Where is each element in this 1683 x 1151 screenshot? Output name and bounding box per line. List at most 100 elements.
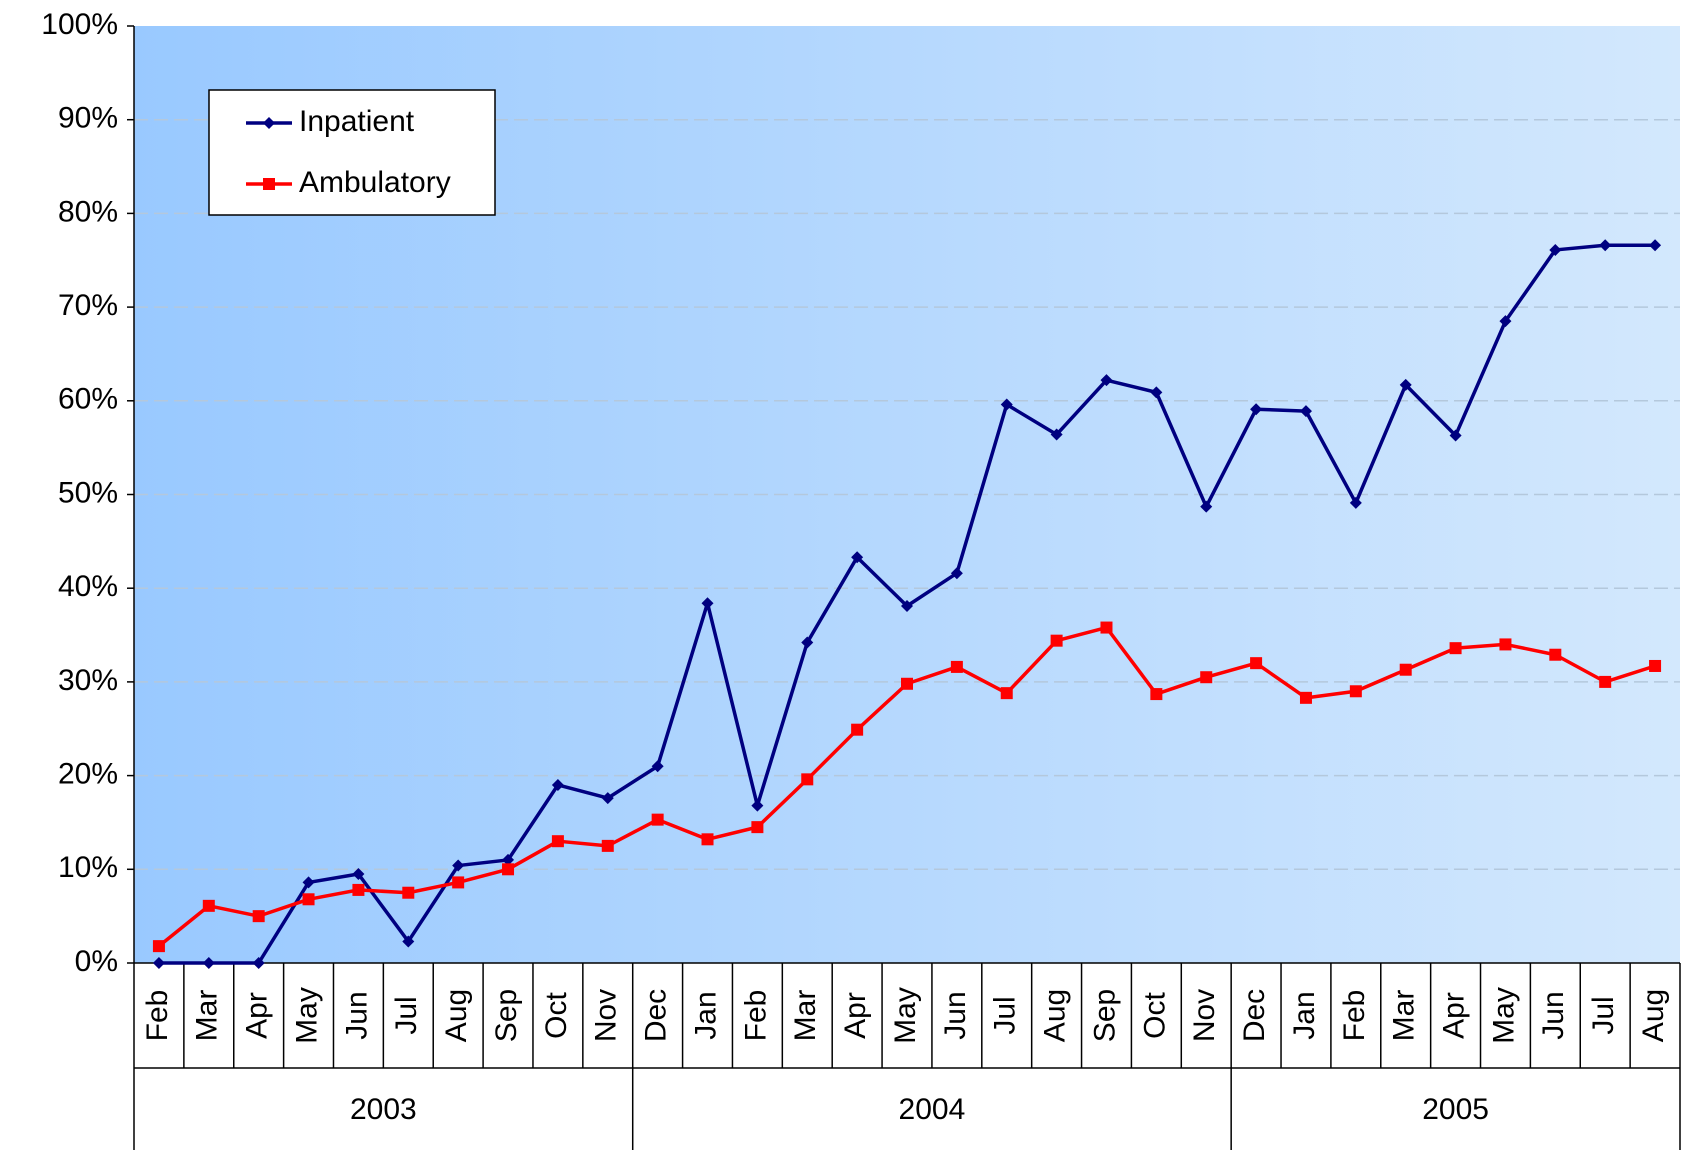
- point: [1200, 671, 1213, 684]
- y-tick-label: 70%: [58, 289, 118, 322]
- point: [1100, 621, 1113, 634]
- y-tick-label: 50%: [58, 476, 118, 509]
- x-tick-label: Mar: [1388, 990, 1421, 1042]
- point: [1599, 675, 1612, 688]
- x-tick-label: Jul: [989, 996, 1022, 1034]
- x-tick-label: Nov: [590, 989, 623, 1042]
- point: [651, 813, 664, 826]
- x-tick-label: Feb: [1338, 990, 1371, 1042]
- group-label: 2004: [899, 1093, 966, 1126]
- x-tick-label: Apr: [839, 992, 872, 1039]
- x-tick-label: Jun: [939, 991, 972, 1039]
- point: [502, 853, 515, 866]
- point: [1499, 638, 1512, 651]
- point: [1000, 687, 1013, 700]
- point: [751, 821, 764, 834]
- point: [551, 835, 564, 848]
- x-tick-label: Oct: [540, 992, 573, 1039]
- point: [252, 957, 265, 969]
- x-tick-label: Sep: [490, 989, 523, 1042]
- point: [551, 778, 564, 791]
- point: [202, 957, 215, 969]
- x-tick-label: Apr: [241, 992, 274, 1039]
- point: [1449, 642, 1462, 655]
- y-tick-label: 40%: [58, 570, 118, 603]
- point: [1399, 378, 1412, 391]
- x-tick-label: Jul: [1587, 996, 1620, 1034]
- point: [950, 660, 963, 673]
- point: [901, 600, 913, 613]
- point: [452, 876, 465, 889]
- point: [1250, 657, 1263, 670]
- x-tick-label: May: [1487, 987, 1520, 1044]
- point: [1299, 691, 1312, 704]
- y-tick-label: 10%: [58, 851, 118, 884]
- y-tick-label: 20%: [58, 758, 118, 791]
- point: [901, 677, 913, 690]
- point: [1050, 428, 1063, 441]
- point: [1349, 496, 1362, 509]
- point: [1549, 648, 1562, 661]
- x-tick-label: Jun: [340, 991, 373, 1039]
- point: [1100, 374, 1113, 387]
- point: [402, 886, 415, 899]
- point: [1000, 398, 1013, 411]
- point: [601, 792, 614, 805]
- point: [152, 940, 165, 953]
- point: [152, 957, 165, 969]
- point: [302, 893, 315, 906]
- point: [1649, 239, 1662, 252]
- point: [1299, 405, 1312, 418]
- point: [1549, 243, 1562, 256]
- x-tick-label: Dec: [1238, 989, 1271, 1042]
- point: [1050, 634, 1063, 647]
- x-tick-label: Aug: [1039, 989, 1072, 1042]
- x-tick-label: Jun: [1537, 991, 1570, 1039]
- legend-box: [208, 89, 496, 216]
- x-tick-label: Jul: [390, 996, 423, 1034]
- x-tick-label: Aug: [440, 989, 473, 1042]
- x-tick-label: May: [889, 987, 922, 1044]
- x-tick-label: Jan: [689, 991, 722, 1039]
- point: [252, 910, 265, 923]
- y-tick-label: 90%: [58, 102, 118, 135]
- point: [402, 935, 415, 948]
- x-tick-label: Dec: [640, 989, 673, 1042]
- y-tick-label: 100%: [41, 8, 118, 41]
- group-label: 2005: [1422, 1093, 1489, 1126]
- point: [352, 883, 365, 896]
- legend-marker: [263, 117, 275, 129]
- group-label: 2003: [350, 1093, 417, 1126]
- point: [851, 551, 864, 564]
- legend-label: Inpatient: [299, 105, 415, 138]
- point: [950, 567, 963, 580]
- point: [1399, 663, 1412, 676]
- legend-label: Ambulatory: [299, 166, 451, 199]
- x-tick-label: Oct: [1138, 992, 1171, 1039]
- x-tick-label: Mar: [191, 990, 224, 1042]
- y-tick-label: 0%: [75, 945, 118, 978]
- point: [1250, 403, 1263, 416]
- x-tick-label: Feb: [739, 990, 772, 1042]
- x-tick-label: Sep: [1088, 989, 1121, 1042]
- x-tick-label: Nov: [1188, 989, 1221, 1042]
- point: [1200, 500, 1213, 513]
- x-tick-label: Apr: [1438, 992, 1471, 1039]
- point: [1599, 239, 1612, 252]
- point: [502, 863, 515, 876]
- y-tick-label: 60%: [58, 383, 118, 416]
- point: [601, 839, 614, 852]
- point: [701, 833, 714, 846]
- point: [851, 723, 864, 736]
- point: [1499, 315, 1512, 328]
- point: [1349, 685, 1362, 698]
- legend-marker: [263, 178, 275, 190]
- x-tick-label: Aug: [1637, 989, 1670, 1042]
- point: [751, 799, 764, 812]
- point: [352, 867, 365, 880]
- point: [1150, 688, 1163, 701]
- x-tick-label: Mar: [789, 990, 822, 1042]
- point: [651, 760, 664, 773]
- point: [801, 773, 814, 786]
